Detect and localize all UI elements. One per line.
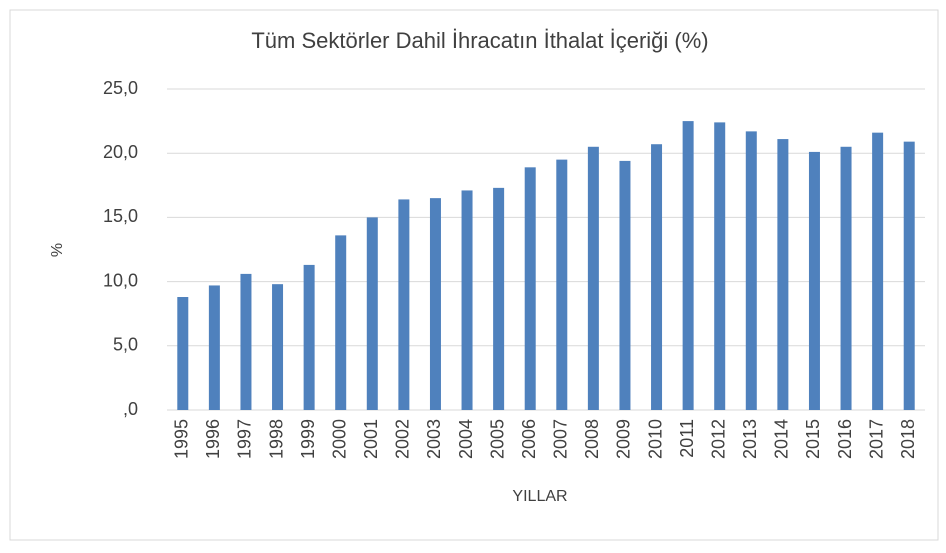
x-tick-label: 1996	[203, 419, 223, 459]
x-tick-label: 2000	[329, 419, 349, 459]
bar	[208, 285, 220, 410]
x-tick-label: 2006	[519, 419, 539, 459]
x-tick-label: 1999	[298, 419, 318, 459]
x-axis-label: YILLAR	[512, 488, 567, 505]
bar	[366, 217, 378, 410]
y-tick-label: 10,0	[103, 270, 138, 290]
x-tick-label: 2011	[677, 419, 697, 458]
x-tick-label: 2010	[645, 419, 665, 459]
x-tick-label: 2002	[393, 419, 413, 459]
y-tick-label: 15,0	[103, 206, 138, 226]
x-tick-label: 2018	[898, 419, 918, 459]
x-tick-label: 2004	[456, 419, 476, 459]
y-tick-label: 5,0	[113, 335, 138, 355]
bar	[398, 199, 410, 410]
x-tick-label: 2014	[772, 419, 792, 459]
y-axis-label: %	[49, 243, 66, 257]
x-tick-label: 2015	[803, 419, 823, 459]
y-tick-label: 20,0	[103, 142, 138, 162]
chart-title: Tüm Sektörler Dahil İhracatın İthalat İç…	[251, 28, 708, 53]
x-tick-label: 2003	[424, 419, 444, 459]
y-tick-label: ,0	[123, 399, 138, 419]
x-tick-label: 1997	[235, 419, 255, 459]
bar	[493, 187, 505, 410]
x-tick-label: 2008	[582, 419, 602, 459]
bar	[272, 284, 284, 410]
bar	[714, 122, 726, 410]
bar	[303, 264, 315, 410]
bar	[682, 121, 694, 410]
bar	[777, 139, 789, 411]
bar	[177, 297, 189, 410]
bar	[745, 131, 757, 410]
x-tick-label: 1995	[172, 419, 192, 459]
bar	[240, 273, 252, 410]
x-tick-label: 2016	[835, 419, 855, 459]
x-tick-label: 2001	[361, 419, 381, 459]
bar	[587, 146, 599, 410]
bar	[335, 235, 347, 410]
x-tick-label: 2005	[487, 419, 507, 459]
x-tick-label: 1998	[266, 419, 286, 459]
x-tick-label: 2009	[614, 419, 634, 459]
bar	[840, 146, 852, 410]
bar	[903, 141, 915, 411]
y-tick-label: 25,0	[103, 78, 138, 98]
x-tick-label: 2007	[551, 419, 571, 459]
bar	[651, 144, 663, 410]
x-tick-label: 2013	[740, 419, 760, 459]
bar	[619, 160, 631, 410]
bar	[808, 151, 820, 410]
bar	[429, 198, 441, 410]
bar	[556, 159, 568, 410]
bar	[524, 167, 536, 410]
x-tick-label: 2012	[708, 419, 728, 459]
x-tick-label: 2017	[866, 419, 886, 459]
bar	[461, 190, 473, 410]
bar	[872, 132, 884, 410]
